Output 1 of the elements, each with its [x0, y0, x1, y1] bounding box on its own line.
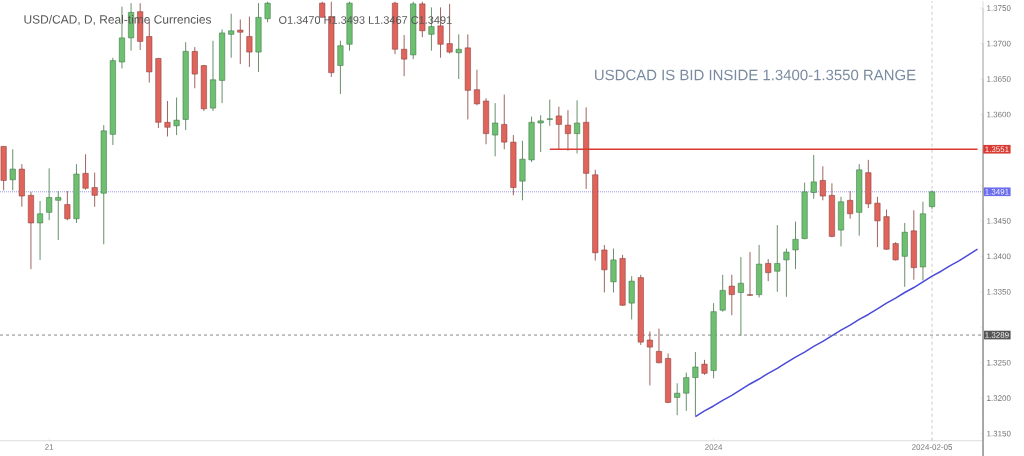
annotation: USDCAD IS BID INSIDE 1.3400-1.3550 RANGE [595, 69, 916, 81]
